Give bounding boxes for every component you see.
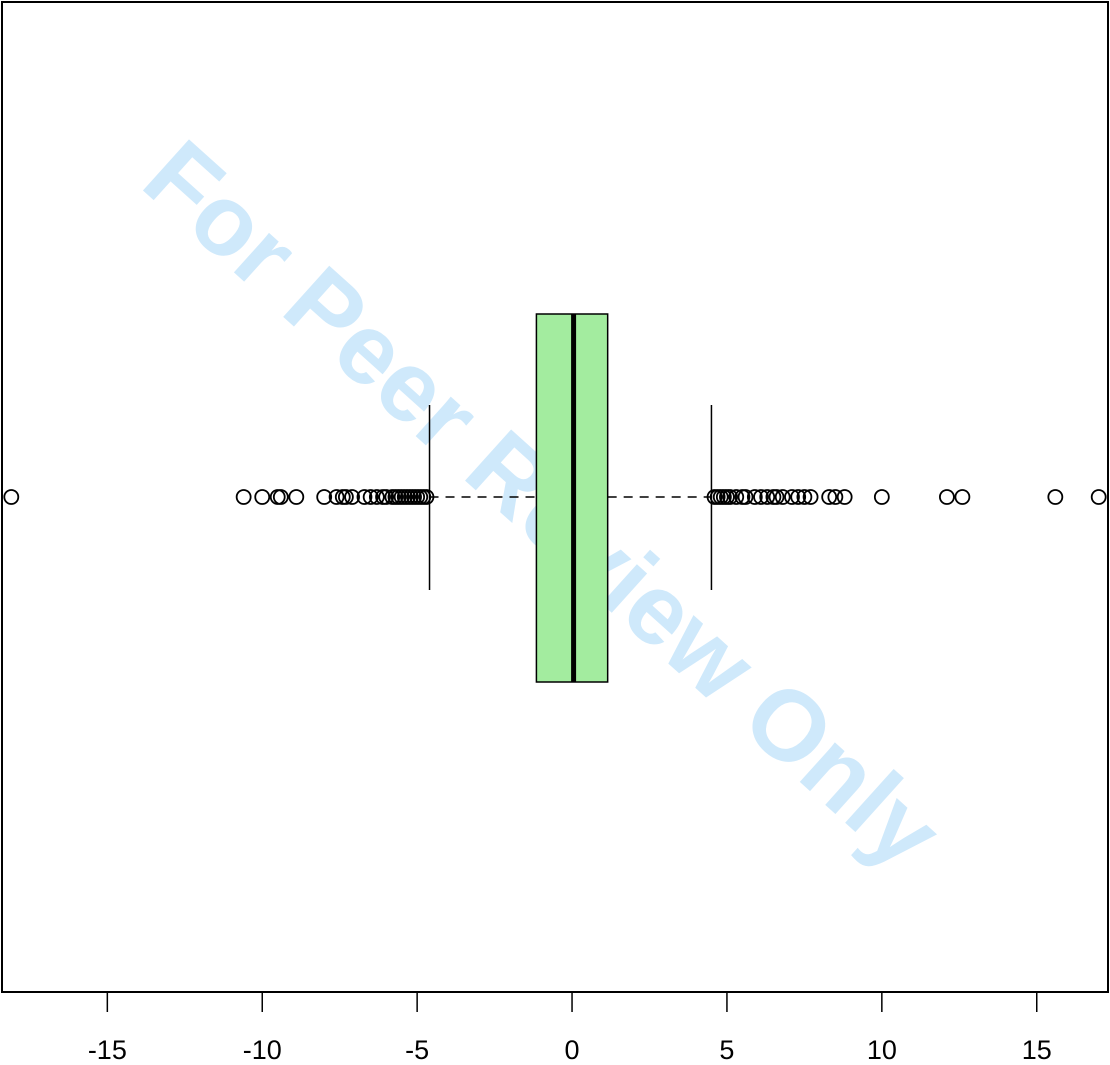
x-tick-label: -10	[243, 1035, 282, 1065]
outlier-point	[784, 489, 800, 505]
outlier-point	[737, 489, 754, 505]
outlier-point	[1090, 489, 1107, 505]
boxplot-marks	[3, 313, 1107, 683]
outlier-point	[827, 489, 844, 505]
outlier-point	[288, 489, 305, 505]
outlier-point	[939, 489, 955, 505]
outlier-point	[356, 489, 373, 505]
outlier-point	[768, 489, 785, 505]
outlier-point	[836, 489, 853, 505]
outlier-point	[272, 489, 289, 505]
outlier-point	[873, 489, 890, 505]
outlier-point	[269, 489, 286, 505]
outlier-point	[802, 489, 819, 505]
x-tick-label: 0	[565, 1035, 580, 1065]
outlier-point	[722, 489, 738, 505]
outlier-point	[753, 489, 769, 505]
x-tick-label: 15	[1022, 1035, 1052, 1065]
outlier-point	[368, 489, 385, 505]
outlier-point	[316, 489, 333, 505]
x-tick-label: -15	[88, 1035, 127, 1065]
outlier-point	[774, 489, 791, 505]
outlier-point	[821, 489, 838, 505]
x-tick-label: 10	[867, 1035, 897, 1065]
outlier-point	[328, 489, 345, 505]
outlier-point	[362, 489, 379, 505]
outlier-point	[344, 489, 360, 505]
outlier-point	[254, 489, 271, 505]
outlier-point	[378, 489, 395, 505]
x-tick-label: -5	[405, 1035, 429, 1065]
outlier-point	[337, 489, 354, 505]
outlier-point	[3, 489, 20, 505]
x-axis: -15 -10 -5 0 5 10 15	[88, 991, 1052, 1065]
x-tick-label: 5	[719, 1035, 734, 1065]
outlier-point	[796, 489, 813, 505]
outlier-point	[954, 489, 971, 505]
outlier-point	[728, 489, 745, 505]
outlier-point	[759, 489, 776, 505]
outlier-point	[746, 489, 763, 505]
outlier-point	[790, 489, 807, 505]
outlier-point	[418, 489, 435, 505]
outlier-point	[235, 489, 252, 505]
outlier-point	[1047, 489, 1064, 505]
